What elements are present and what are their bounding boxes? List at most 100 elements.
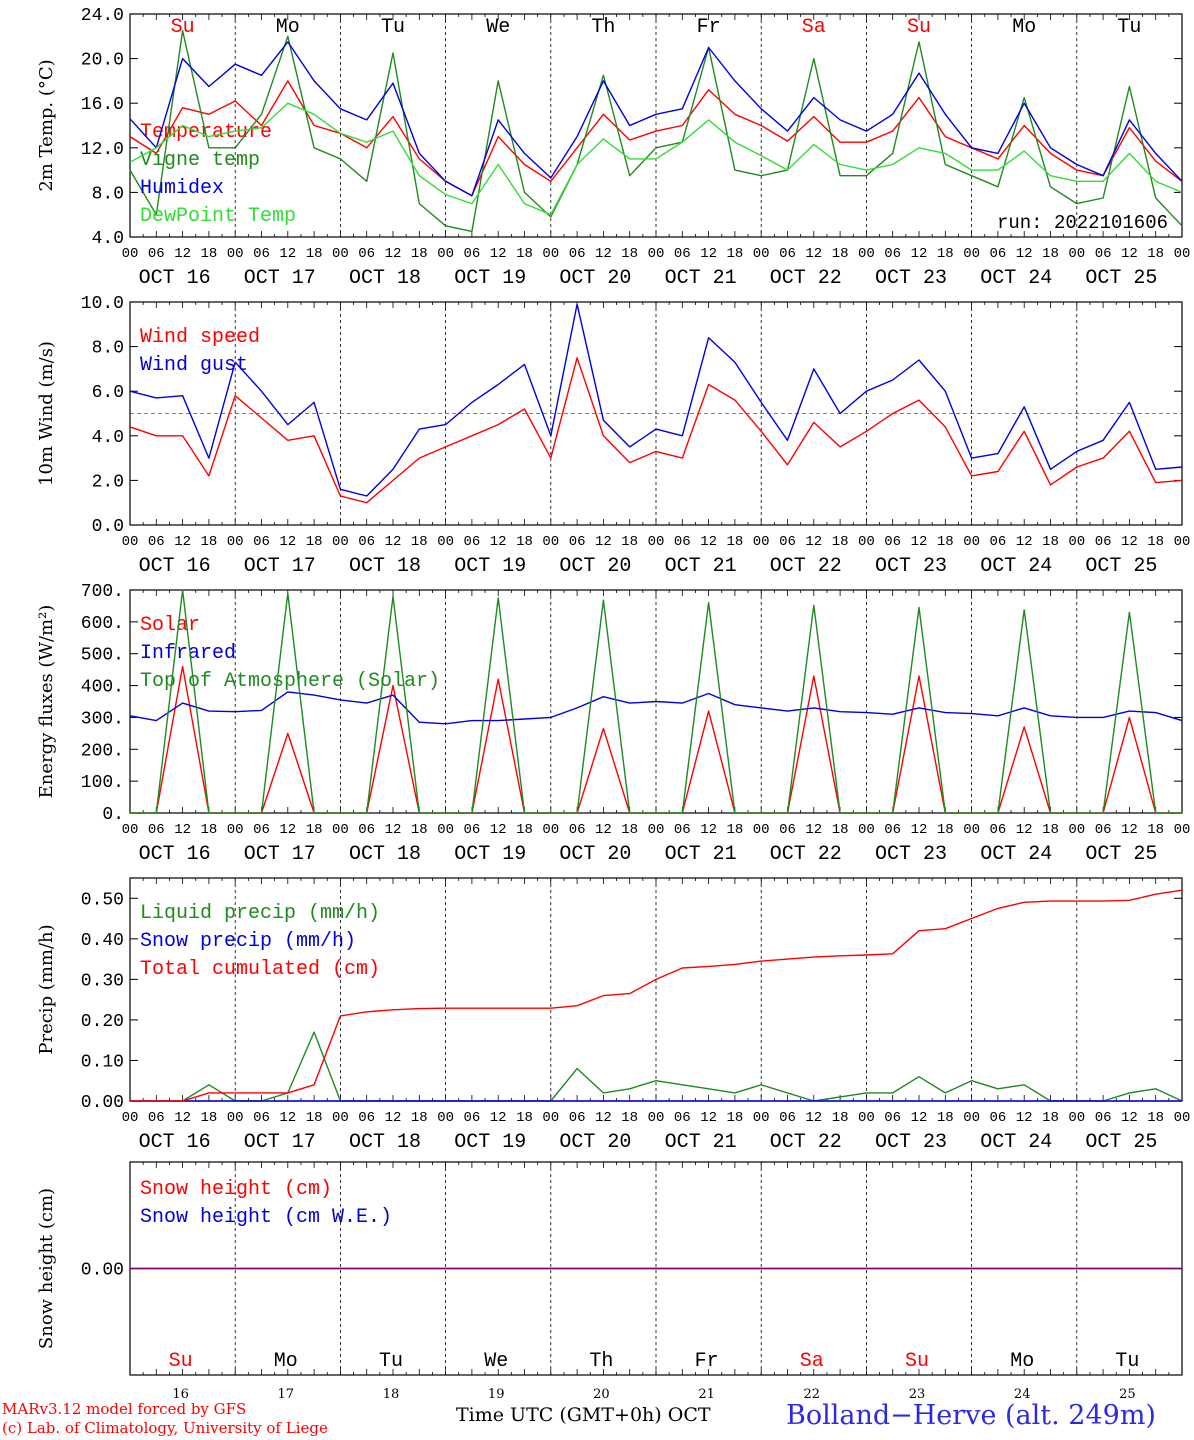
hour-tick-label: 00	[1068, 534, 1085, 550]
hour-tick-label: 18	[200, 1110, 217, 1126]
hour-tick-label: 12	[1016, 534, 1033, 550]
hour-tick-label: 18	[832, 534, 849, 550]
hour-tick-label: 12	[911, 246, 928, 262]
hour-tick-label: 00	[122, 1110, 139, 1126]
hour-tick-label: 06	[569, 246, 586, 262]
day-number-label: 17	[278, 1387, 295, 1402]
hour-tick-label: 18	[306, 822, 323, 838]
hour-tick-label: 06	[148, 822, 165, 838]
hour-tick-label: 00	[227, 246, 244, 262]
hour-tick-label: 18	[200, 534, 217, 550]
date-label: OCT 17	[244, 843, 316, 866]
weekday-label: Su	[907, 16, 931, 39]
date-label: OCT 22	[770, 555, 842, 578]
hour-tick-label: 00	[753, 822, 770, 838]
hour-tick-label: 00	[963, 246, 980, 262]
y-axis-label: 10m Wind (m/s)	[36, 341, 57, 486]
y-tick-label: 24.0	[81, 6, 124, 26]
hour-tick-label: 00	[1068, 822, 1085, 838]
hour-tick-label: 06	[674, 1110, 691, 1126]
series-line-red	[129, 357, 1183, 504]
hour-tick-label: 18	[1042, 822, 1059, 838]
y-tick-label: 0.10	[81, 1052, 124, 1072]
hour-tick-label: 18	[306, 246, 323, 262]
date-label: OCT 19	[454, 1131, 526, 1154]
day-number-label: 22	[804, 1387, 821, 1402]
date-label: OCT 24	[980, 555, 1052, 578]
date-label: OCT 19	[454, 267, 526, 290]
date-label: OCT 22	[770, 1131, 842, 1154]
y-axis-label: Energy fluxes (W/m²)	[36, 605, 57, 799]
legend-entry: Total cumulated (cm)	[140, 958, 380, 981]
hour-tick-label: 06	[253, 822, 270, 838]
hour-tick-label: 12	[805, 822, 822, 838]
date-label: OCT 17	[244, 1131, 316, 1154]
series-line-lightgreen	[129, 102, 1183, 216]
hour-tick-label: 18	[621, 1110, 638, 1126]
weekday-label: Su	[171, 16, 195, 39]
hour-tick-label: 06	[463, 822, 480, 838]
weekday-label: Tu	[1117, 16, 1141, 39]
y-tick-label: 0.40	[81, 931, 124, 951]
date-label: OCT 18	[349, 1131, 421, 1154]
day-number-label: 23	[909, 1387, 926, 1402]
date-label: OCT 20	[559, 555, 631, 578]
y-tick-label: 20.0	[81, 51, 124, 71]
y-axis-label: Snow height (cm)	[36, 1188, 57, 1349]
hour-tick-label: 00	[437, 534, 454, 550]
panel-2: 0.0 2.0 4.0 6.0 8.0 10.0 10m Wind (m/s) Wind sp…	[36, 294, 1190, 578]
weekday-label: Sa	[800, 1350, 824, 1373]
hour-tick-label: 12	[911, 822, 928, 838]
weekday-label: Tu	[379, 1350, 403, 1373]
day-number-label: 19	[488, 1387, 505, 1402]
hour-tick-label: 00	[332, 822, 349, 838]
hour-tick-label: 12	[700, 246, 717, 262]
hour-tick-label: 18	[726, 246, 743, 262]
hour-tick-label: 18	[516, 534, 533, 550]
weekday-label: Sa	[802, 16, 826, 39]
date-label: OCT 22	[770, 267, 842, 290]
date-label: OCT 19	[454, 843, 526, 866]
hour-tick-label: 00	[1174, 534, 1191, 550]
hour-tick-label: 12	[279, 534, 296, 550]
hour-tick-label: 12	[490, 1110, 507, 1126]
date-label: OCT 18	[349, 555, 421, 578]
date-label: OCT 21	[665, 1131, 737, 1154]
hour-tick-label: 18	[1042, 246, 1059, 262]
hour-tick-label: 00	[1068, 1110, 1085, 1126]
hour-tick-label: 18	[306, 534, 323, 550]
hour-tick-label: 00	[1174, 822, 1191, 838]
y-tick-label: 8.0	[92, 184, 124, 204]
hour-tick-label: 18	[621, 534, 638, 550]
hour-tick-label: 06	[674, 534, 691, 550]
hour-tick-label: 00	[648, 822, 665, 838]
y-tick-label: 12.0	[81, 140, 124, 160]
legend-entry: Humidex	[140, 177, 224, 200]
date-label: OCT 18	[349, 843, 421, 866]
hour-tick-label: 06	[463, 246, 480, 262]
hour-tick-label: 18	[937, 246, 954, 262]
date-label: OCT 18	[349, 267, 421, 290]
date-label: OCT 16	[139, 843, 211, 866]
hour-tick-label: 12	[385, 534, 402, 550]
legend-entry: Liquid precip (mm/h)	[140, 902, 380, 925]
station-name: Bolland−Herve (alt. 249m)	[786, 1400, 1156, 1431]
weekday-label: Th	[591, 16, 615, 39]
weekday-label: Mo	[276, 16, 300, 39]
y-tick-label: 0.30	[81, 971, 124, 991]
hour-tick-label: 00	[963, 1110, 980, 1126]
series-line-green	[130, 589, 1182, 814]
weekday-label: Th	[589, 1350, 613, 1373]
hour-tick-label: 18	[411, 1110, 428, 1126]
date-label: OCT 23	[875, 267, 947, 290]
hour-tick-label: 00	[542, 246, 559, 262]
day-number-label: 20	[593, 1387, 610, 1402]
hour-tick-label: 06	[253, 246, 270, 262]
hour-tick-label: 06	[989, 822, 1006, 838]
hour-tick-label: 12	[1121, 822, 1138, 838]
y-tick-label: 0.	[102, 805, 124, 825]
hour-tick-label: 06	[779, 534, 796, 550]
hour-tick-label: 12	[700, 534, 717, 550]
hour-tick-label: 18	[937, 1110, 954, 1126]
